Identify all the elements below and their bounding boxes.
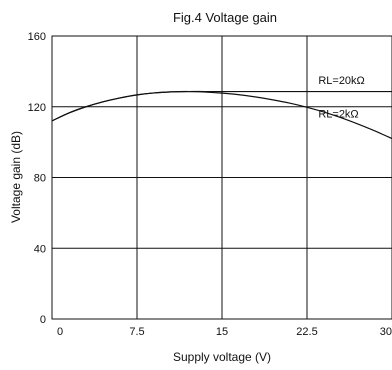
x-tick-label: 22.5 (296, 326, 317, 338)
tick-label-layer: 0 7.5 15 22.5 30 0 40 80 120 160 (28, 31, 392, 338)
x-tick-label: 15 (216, 326, 228, 338)
y-tick-label: 80 (34, 173, 46, 185)
annotation-layer: RL=20kΩ RL=2kΩ (318, 75, 364, 121)
x-tick-label: 30 (380, 326, 392, 338)
series-layer (51, 90, 392, 140)
x-tick-label: 0 (57, 326, 63, 338)
y-tick-label: 0 (40, 314, 46, 326)
chart-title: Fig.4 Voltage gain (173, 10, 277, 25)
y-tick-label: 120 (28, 102, 46, 114)
x-axis-label: Supply voltage (V) (173, 350, 271, 364)
x-tick-label: 7.5 (129, 326, 144, 338)
annotation-label-0: RL=20kΩ (318, 75, 364, 87)
grid-layer (52, 36, 392, 319)
annotation-label-1: RL=2kΩ (318, 108, 358, 120)
y-tick-label: 160 (28, 31, 46, 43)
y-axis-label: Voltage gain (dB) (9, 131, 23, 223)
plot-frame (51, 35, 392, 320)
y-tick-label: 40 (34, 243, 46, 255)
series-line-rl-2k (51, 90, 392, 140)
